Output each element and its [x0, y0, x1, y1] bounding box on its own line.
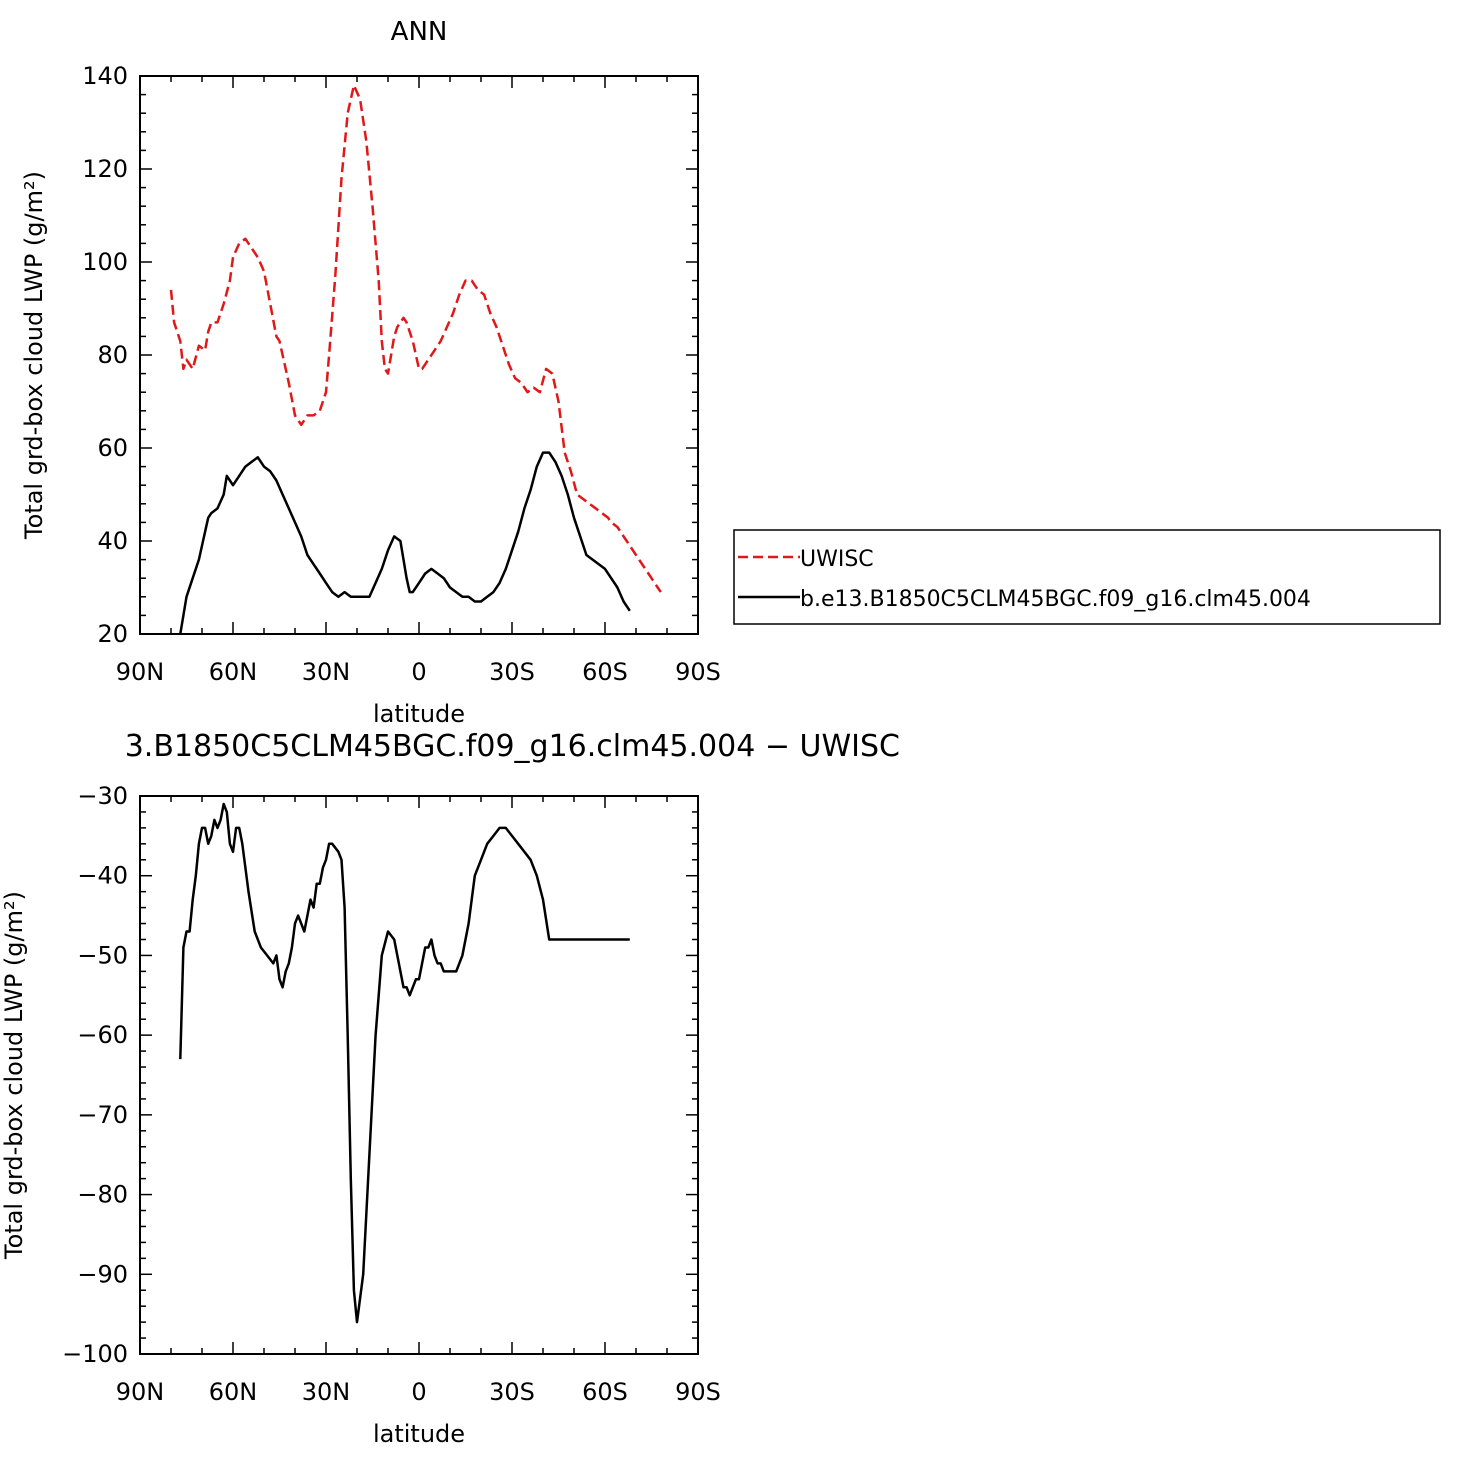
top-x-ticks: 90N 60N 30N 0 30S 60S 90S — [116, 76, 721, 686]
legend-label-model: b.e13.B1850C5CLM45BGC.f09_g16.clm45.004 — [800, 587, 1311, 612]
top-y-tick-label: 140 — [82, 62, 128, 90]
bottom-y-tick-label: −100 — [62, 1340, 128, 1368]
top-x-axis-label: latitude — [373, 700, 465, 728]
bottom-plot-lines — [179, 802, 630, 1324]
top-y-tick-label: 80 — [97, 341, 128, 369]
bottom-y-axis-label: Total grd-box cloud LWP (g/m²) — [0, 891, 28, 1260]
legend-box — [733, 529, 1441, 625]
bottom-plot-frame — [139, 795, 699, 1355]
legend: UWISC b.e13.B1850C5CLM45BGC.f09_g16.clm4… — [733, 529, 1441, 625]
top-y-axis-label: Total grd-box cloud LWP (g/m²) — [20, 171, 48, 540]
bottom-y-tick-label: −60 — [77, 1021, 128, 1049]
legend-label-uwisc: UWISC — [800, 547, 874, 572]
bottom-x-tick-label: 30S — [489, 1378, 535, 1406]
bottom-x-tick-label: 90N — [116, 1378, 165, 1406]
top-x-tick-label: 60N — [209, 658, 258, 686]
bottom-chart-title: 3.B1850C5CLM45BGC.f09_g16.clm45.004 − UW… — [125, 729, 900, 764]
bottom-x-tick-label: 60N — [209, 1378, 258, 1406]
top-chart-title: ANN — [391, 17, 448, 47]
top-y-tick-label: 40 — [97, 527, 128, 555]
bottom-y-ticks: −30 −40 −50 −60 −70 −80 −90 −100 — [62, 782, 698, 1368]
bottom-y-tick-label: −50 — [77, 941, 128, 969]
bottom-x-tick-label: 0 — [411, 1378, 426, 1406]
top-x-tick-label: 90S — [675, 658, 721, 686]
bottom-y-tick-label: −80 — [77, 1181, 128, 1209]
bottom-x-ticks: 90N 60N 30N 0 30S 60S 90S — [116, 796, 721, 1406]
top-x-tick-label: 60S — [582, 658, 628, 686]
top-x-tick-label: 30N — [302, 658, 351, 686]
top-y-ticks: 20 40 60 80 100 120 140 — [82, 62, 698, 648]
top-x-tick-label: 30S — [489, 658, 535, 686]
top-x-tick-label: 0 — [411, 658, 426, 686]
bottom-series-line-0 — [179, 802, 630, 1324]
bottom-y-tick-label: −40 — [77, 862, 128, 890]
bottom-y-tick-label: −30 — [77, 782, 128, 810]
top-series-line-1 — [179, 451, 631, 634]
bottom-x-tick-label: 90S — [675, 1378, 721, 1406]
top-y-tick-label: 60 — [97, 434, 128, 462]
top-x-tick-label: 90N — [116, 658, 165, 686]
bottom-y-tick-label: −90 — [77, 1260, 128, 1288]
bottom-x-tick-label: 30N — [302, 1378, 351, 1406]
top-series-line-0 — [169, 84, 662, 593]
top-y-tick-label: 120 — [82, 155, 128, 183]
bottom-x-tick-label: 60S — [582, 1378, 628, 1406]
top-y-tick-label: 100 — [82, 248, 128, 276]
top-plot-frame — [139, 75, 699, 635]
top-panel: ANN 90N 60N 30N 0 30S 60S 90S 20 40 60 80 100 120 14… — [20, 17, 721, 728]
top-y-tick-label: 20 — [97, 620, 128, 648]
bottom-panel: 3.B1850C5CLM45BGC.f09_g16.clm45.004 − UW… — [0, 729, 900, 1448]
bottom-y-tick-label: −70 — [77, 1101, 128, 1129]
top-plot-lines — [169, 84, 662, 634]
bottom-x-axis-label: latitude — [373, 1420, 465, 1448]
